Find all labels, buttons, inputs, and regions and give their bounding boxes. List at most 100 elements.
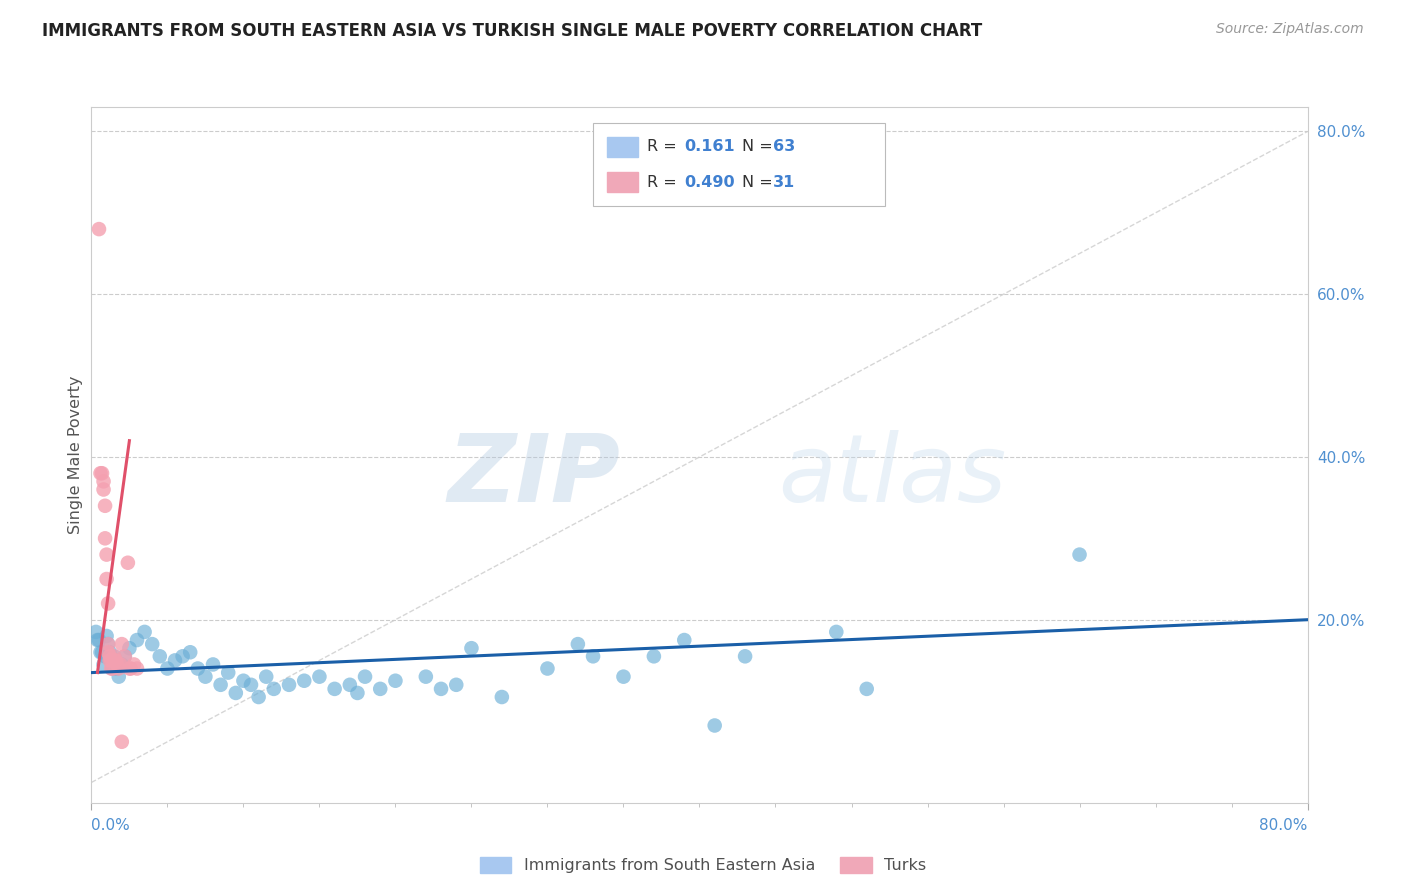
Point	[98, 649, 121, 664]
Point	[354, 670, 377, 684]
Point	[100, 653, 122, 667]
Point	[117, 556, 139, 570]
Point	[101, 661, 124, 675]
Point	[107, 670, 129, 684]
Point	[673, 633, 696, 648]
Point	[612, 670, 634, 684]
Point	[105, 657, 128, 672]
Point	[187, 661, 209, 675]
Point	[103, 649, 125, 664]
Point	[232, 673, 254, 688]
Point	[163, 653, 186, 667]
Point	[156, 661, 179, 675]
Point	[87, 222, 110, 236]
Point	[339, 678, 361, 692]
Point	[444, 678, 467, 692]
Point	[323, 681, 346, 696]
Point	[103, 653, 125, 667]
Point	[105, 661, 128, 675]
Point	[536, 661, 558, 675]
Point	[278, 678, 301, 692]
Text: R =: R =	[647, 139, 682, 154]
Point	[100, 661, 122, 675]
Point	[91, 467, 114, 481]
Point	[96, 572, 118, 586]
Point	[217, 665, 239, 680]
Point	[125, 633, 148, 648]
Point	[118, 661, 141, 675]
Point	[98, 653, 121, 667]
Point	[384, 673, 406, 688]
Text: 0.490: 0.490	[685, 175, 735, 189]
Point	[104, 653, 127, 667]
Point	[100, 653, 122, 667]
Point	[703, 718, 725, 732]
Point	[91, 645, 114, 659]
Point	[125, 661, 148, 675]
Text: ZIP: ZIP	[447, 430, 620, 522]
Point	[94, 532, 117, 546]
Point	[89, 645, 111, 659]
Text: 63: 63	[773, 139, 796, 154]
Point	[209, 678, 232, 692]
Point	[308, 670, 330, 684]
Point	[582, 649, 605, 664]
Text: Source: ZipAtlas.com: Source: ZipAtlas.com	[1216, 22, 1364, 37]
Point	[86, 633, 108, 648]
Point	[194, 670, 217, 684]
Point	[107, 661, 129, 675]
Point	[111, 637, 134, 651]
Point	[110, 657, 132, 672]
Text: R =: R =	[647, 175, 682, 189]
Point	[111, 657, 134, 672]
Point	[93, 657, 115, 672]
Text: 0.0%: 0.0%	[91, 818, 131, 832]
Point	[643, 649, 665, 664]
Point	[89, 467, 111, 481]
Point	[114, 649, 136, 664]
Point	[179, 645, 201, 659]
Point	[98, 645, 121, 659]
Point	[96, 548, 118, 562]
Point	[430, 681, 453, 696]
Point	[567, 637, 589, 651]
Point	[94, 649, 117, 664]
Point	[97, 645, 120, 659]
Point	[120, 661, 142, 675]
Point	[247, 690, 270, 704]
Point	[97, 596, 120, 610]
Point	[346, 686, 368, 700]
Point	[111, 735, 134, 749]
Point	[855, 681, 877, 696]
Point	[118, 641, 141, 656]
Point	[87, 633, 110, 648]
Point	[101, 661, 124, 675]
Point	[149, 649, 172, 664]
Point	[97, 637, 120, 651]
Point	[1069, 548, 1091, 562]
Text: 0.161: 0.161	[685, 139, 735, 154]
Point	[141, 637, 163, 651]
Text: N =: N =	[742, 175, 773, 189]
Text: 31: 31	[773, 175, 796, 189]
Point	[368, 681, 391, 696]
Point	[172, 649, 194, 664]
Point	[292, 673, 315, 688]
Point	[734, 649, 756, 664]
Text: atlas: atlas	[779, 430, 1007, 521]
Legend: Immigrants from South Eastern Asia, Turks: Immigrants from South Eastern Asia, Turk…	[474, 850, 932, 880]
Point	[96, 629, 118, 643]
Y-axis label: Single Male Poverty: Single Male Poverty	[67, 376, 83, 534]
Point	[122, 657, 145, 672]
Point	[254, 670, 277, 684]
Point	[825, 624, 848, 639]
Point	[263, 681, 285, 696]
Point	[94, 499, 117, 513]
Point	[93, 475, 115, 489]
Point	[84, 624, 107, 639]
Point	[460, 641, 482, 656]
Point	[134, 624, 156, 639]
Point	[97, 637, 120, 651]
Point	[104, 653, 127, 667]
Point	[415, 670, 437, 684]
